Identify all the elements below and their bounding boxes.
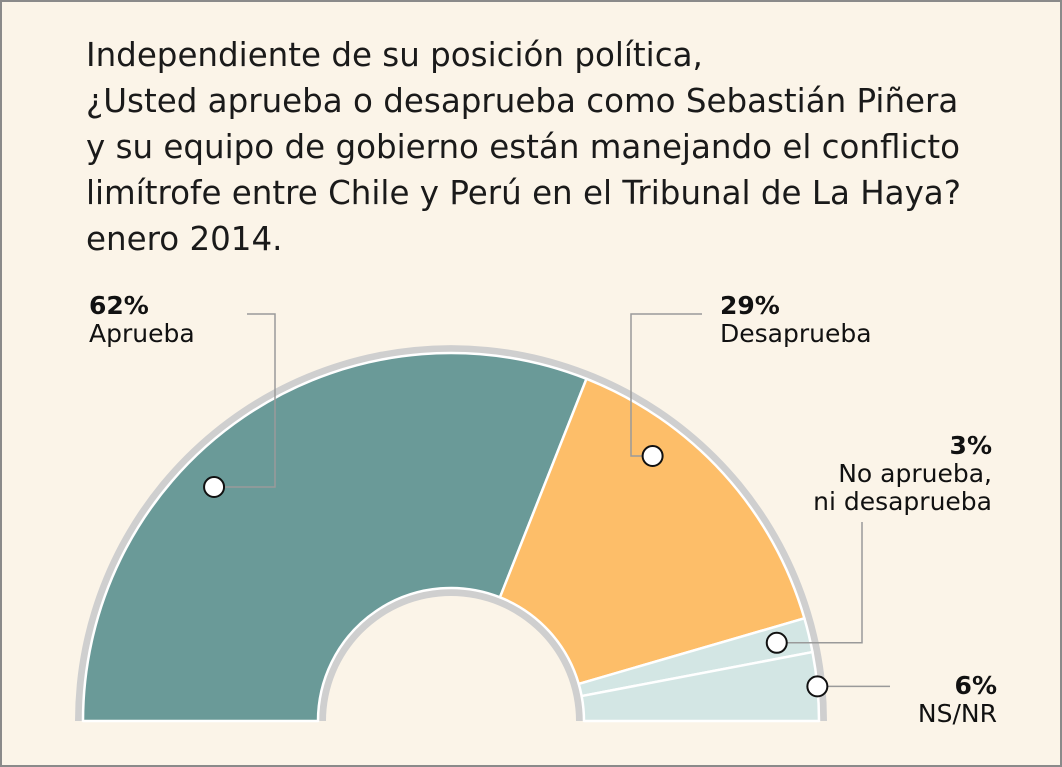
- callout-marker: [641, 444, 664, 467]
- slice-ns-nr: [580, 650, 821, 723]
- category-label: ni desaprueba: [813, 487, 992, 516]
- category-label: No aprueba,: [838, 459, 992, 488]
- callout-marker: [765, 631, 788, 654]
- callout-line: [214, 313, 276, 488]
- value-label: 6%: [955, 671, 997, 700]
- category-label: Aprueba: [89, 319, 195, 348]
- title-line: y su equipo de gobierno están manejando …: [86, 128, 961, 166]
- title-line: ¿Usted aprueba o desaprueba como Sebasti…: [86, 82, 959, 120]
- slice-desaprueba: [498, 377, 806, 686]
- category-label: NS/NR: [918, 699, 997, 728]
- category-label: Desaprueba: [720, 319, 872, 348]
- callout-line: [776, 522, 863, 644]
- value-label: 3%: [950, 431, 992, 460]
- title-line: Independiente de su posición política,: [86, 36, 703, 74]
- callout-marker: [806, 675, 829, 698]
- title-line: limítrofe entre Chile y Perú en el Tribu…: [86, 174, 961, 212]
- value-label: 29%: [720, 291, 780, 320]
- value-label: 62%: [89, 291, 149, 320]
- callout-marker: [203, 476, 226, 499]
- chart-title: Independiente de su posición política, ¿…: [86, 32, 961, 262]
- slice-aprueba: [81, 351, 588, 723]
- title-line: enero 2014.: [86, 220, 283, 258]
